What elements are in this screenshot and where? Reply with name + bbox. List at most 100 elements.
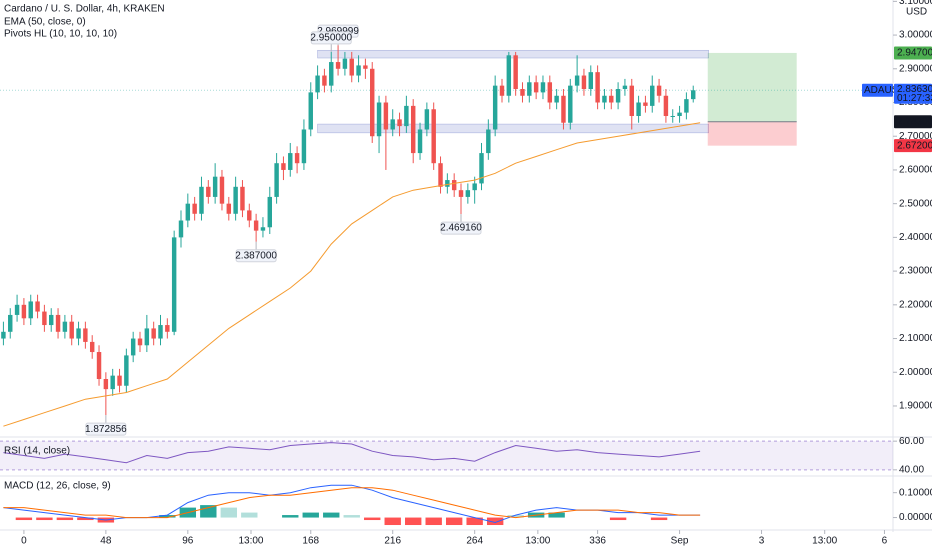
x-tick-label: Sep xyxy=(671,536,689,547)
candle-body xyxy=(547,82,553,103)
candle-body xyxy=(527,82,532,96)
candle-body xyxy=(124,355,129,386)
candle-body xyxy=(28,301,33,319)
candle-body xyxy=(486,129,491,154)
candle-body xyxy=(103,379,109,390)
macd-histogram-bar xyxy=(302,512,319,518)
x-tick-label: 96 xyxy=(182,536,194,547)
x-tick-label: 13:00 xyxy=(525,536,550,547)
candle-body xyxy=(247,210,252,221)
candle-body xyxy=(561,95,566,123)
candle-body xyxy=(89,341,95,353)
candle-body xyxy=(42,311,47,326)
candle-body xyxy=(629,85,634,116)
stop-label: 2.672000 xyxy=(897,140,932,151)
candle-body xyxy=(253,220,259,231)
candle-body xyxy=(533,82,539,93)
candle-body xyxy=(288,153,293,170)
candle-body xyxy=(363,65,368,69)
candle-body xyxy=(349,58,354,76)
candle-body xyxy=(315,75,320,93)
macd-histogram-bar xyxy=(486,517,504,526)
macd-histogram-bar xyxy=(466,517,483,526)
candle-body xyxy=(376,102,382,137)
candle-body xyxy=(335,62,341,69)
candle-body xyxy=(643,102,648,106)
candle-body xyxy=(397,119,402,127)
macd-histogram-bar xyxy=(77,517,94,521)
candle-body xyxy=(117,375,122,386)
macd-histogram-bar xyxy=(241,512,258,518)
candle-body xyxy=(8,314,13,332)
pivot-label: 1.872856 xyxy=(85,424,127,435)
candle-body xyxy=(83,328,88,342)
candle-body xyxy=(390,119,395,130)
signal-line xyxy=(3,487,701,519)
candle-body xyxy=(110,375,115,390)
candle-body xyxy=(356,65,361,76)
candle-body xyxy=(451,180,457,191)
x-tick-label: 3 xyxy=(759,536,765,547)
chart-title: Cardano / U. S. Dollar, 4h, KRAKEN xyxy=(4,4,165,15)
rsi-legend: RSI (14, close) xyxy=(4,446,70,457)
y-tick-label: 0.100000 xyxy=(899,487,932,498)
symbol-label: ADAUSD xyxy=(864,85,906,96)
candle-body xyxy=(62,321,68,332)
candle-body xyxy=(342,58,348,69)
candle-body xyxy=(492,85,498,130)
candle-body xyxy=(14,304,20,315)
candle-body xyxy=(431,109,436,164)
candle-body xyxy=(656,85,662,96)
candle-body xyxy=(322,75,327,86)
candle-body xyxy=(622,85,628,90)
entry-tag xyxy=(894,115,932,129)
candle-body xyxy=(192,203,197,214)
candle-body xyxy=(458,190,464,197)
candle-body xyxy=(240,186,245,211)
symbol-tag xyxy=(862,83,893,97)
macd-histogram-bar xyxy=(323,512,340,518)
candle-body xyxy=(670,115,675,117)
candle-body xyxy=(479,153,484,184)
y-tick-label: 2.400000 xyxy=(899,232,932,243)
candle-body xyxy=(151,328,156,339)
pivot-zone xyxy=(317,49,709,59)
candle-body xyxy=(554,95,559,103)
candle-body xyxy=(76,328,81,339)
candle-body xyxy=(1,331,6,339)
candle-body xyxy=(602,95,607,103)
candle-body xyxy=(663,95,669,116)
pivot-label-box xyxy=(310,31,352,45)
pivots-legend: Pivots HL (10, 10, 10, 10) xyxy=(4,29,117,40)
candle-body xyxy=(212,176,218,197)
y-tick-label: 3.000000 xyxy=(899,30,932,41)
candle-body xyxy=(35,301,40,312)
candle-body xyxy=(615,89,621,103)
macd-histogram-bar xyxy=(425,517,442,526)
candle-body xyxy=(506,55,512,96)
y-tick-label: 2.500000 xyxy=(899,198,932,209)
candle-body xyxy=(96,352,102,380)
entry-label: 2.743000 xyxy=(897,116,932,127)
candle-body xyxy=(301,129,307,164)
y-tick-label: 2.000000 xyxy=(899,367,932,378)
candle-body xyxy=(445,180,450,187)
x-tick-label: 13:00 xyxy=(238,536,263,547)
candle-body xyxy=(438,163,443,187)
ema-legend: EMA (50, close, 0) xyxy=(4,17,86,28)
candle-body xyxy=(185,203,191,221)
macd-histogram-bar xyxy=(405,517,422,526)
candle-body xyxy=(574,75,580,86)
y-tick-label: 2.200000 xyxy=(899,299,932,310)
candle-body xyxy=(650,85,655,106)
candle-body xyxy=(513,55,518,90)
candle-body xyxy=(55,314,61,332)
profit-zone xyxy=(707,52,797,122)
pivot-label: 2.469160 xyxy=(440,223,482,234)
macd-histogram-bar xyxy=(507,515,524,518)
candle-body xyxy=(21,304,27,319)
candle-body xyxy=(260,227,266,231)
